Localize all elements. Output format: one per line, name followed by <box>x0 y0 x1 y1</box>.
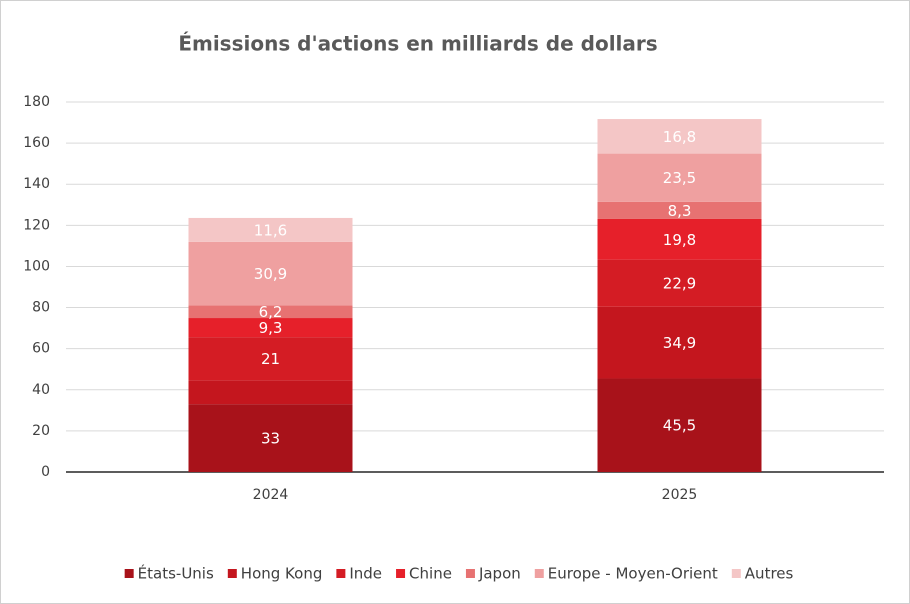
legend-item: États-Unis <box>124 564 214 583</box>
data-label: 21 <box>261 350 280 368</box>
legend-item: Hong Kong <box>227 565 323 583</box>
bar-segment <box>597 259 762 307</box>
bar-segment <box>188 404 353 472</box>
y-tick-label: 20 <box>32 423 50 439</box>
bar-segment <box>597 218 762 260</box>
data-label: 30,9 <box>254 265 287 283</box>
data-label: 34,9 <box>663 334 696 352</box>
data-label: 19,8 <box>663 231 696 249</box>
data-label: 6,2 <box>259 303 283 321</box>
bar-segment <box>188 318 353 338</box>
legend-label: Hong Kong <box>241 565 323 583</box>
legend-label: Inde <box>349 565 382 583</box>
legend-label: Europe - Moyen-Orient <box>548 565 718 583</box>
y-tick-label: 80 <box>32 300 50 316</box>
bar-segment <box>597 201 762 219</box>
bar-segment <box>597 119 762 154</box>
legend-swatch <box>731 569 741 578</box>
bar-segment <box>188 305 353 319</box>
legend-swatch <box>227 569 237 578</box>
legend-swatch <box>124 569 134 578</box>
data-label: 45,5 <box>663 417 696 435</box>
x-tick-label: 2024 <box>253 487 289 503</box>
legend-item: Europe - Moyen-Orient <box>534 565 718 583</box>
bar-segment <box>188 217 353 242</box>
data-label: 23,5 <box>663 169 696 187</box>
legend-label: Japon <box>478 565 521 583</box>
bar-segment <box>597 378 762 472</box>
y-tick-label: 120 <box>23 217 50 233</box>
legend-item: Chine <box>396 565 452 583</box>
legend-item: Autres <box>731 565 794 583</box>
y-tick-label: 60 <box>32 341 50 357</box>
legend-label: États-Unis <box>138 564 214 583</box>
bar-segment <box>597 306 762 379</box>
x-tick-label: 2025 <box>662 487 698 503</box>
legend-swatch <box>465 569 475 578</box>
data-label: 22,9 <box>663 275 696 293</box>
data-label: 11,6 <box>254 221 287 239</box>
legend-label: Chine <box>409 565 452 583</box>
legend-swatch <box>534 569 544 578</box>
legend-swatch <box>396 569 406 578</box>
bar-segment <box>188 380 353 405</box>
y-tick-label: 140 <box>23 176 50 192</box>
bar-segment <box>188 241 353 306</box>
data-label: 9,3 <box>259 319 283 337</box>
data-label: 33 <box>261 430 280 448</box>
y-tick-label: 100 <box>23 258 50 274</box>
y-tick-label: 160 <box>23 135 50 151</box>
legend-item: Japon <box>465 565 521 583</box>
y-tick-label: 40 <box>32 382 50 398</box>
legend-swatch <box>336 569 346 578</box>
legend-item: Inde <box>336 565 382 583</box>
bar-segment <box>188 337 353 381</box>
data-label: 16,8 <box>663 128 696 146</box>
bar-segment <box>597 153 762 202</box>
chart-title: Émissions d'actions en milliards de doll… <box>178 32 657 56</box>
data-label: 8,3 <box>668 202 692 220</box>
y-tick-label: 0 <box>41 464 50 480</box>
y-tick-label: 180 <box>23 94 50 110</box>
legend-label: Autres <box>745 565 794 583</box>
